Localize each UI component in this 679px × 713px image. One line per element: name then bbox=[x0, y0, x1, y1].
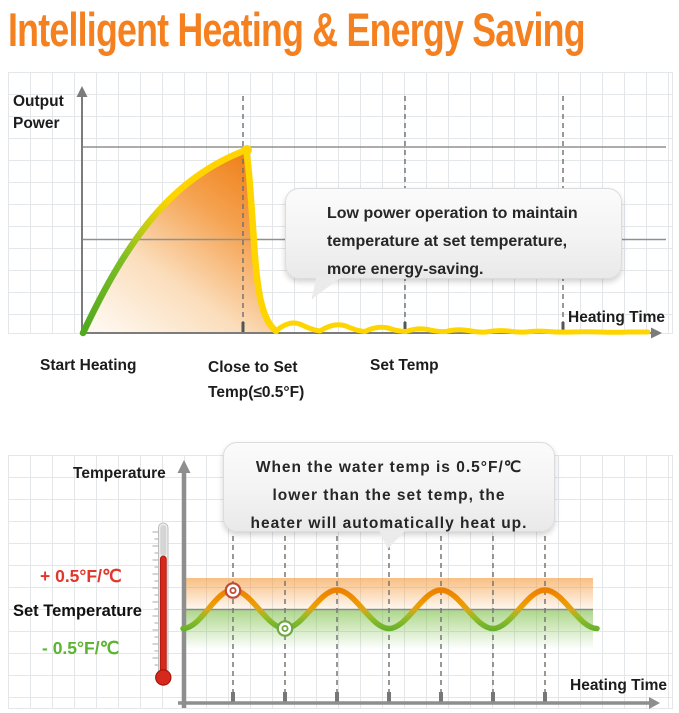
top-y-axis-label: Output Power bbox=[13, 93, 64, 132]
bottom-dashed-guides bbox=[232, 536, 546, 700]
lower-limit-marker bbox=[276, 620, 294, 637]
top-speech-bubble-text: Low power operation to maintain temperat… bbox=[327, 205, 578, 278]
start-heating-label: Start Heating bbox=[40, 357, 137, 374]
page-title: Intelligent Heating & Energy Saving bbox=[8, 3, 586, 56]
top-axis-ticks bbox=[241, 322, 565, 333]
top-x-axis-arrow-icon bbox=[651, 327, 662, 339]
top-y-axis-arrow-icon bbox=[76, 86, 88, 97]
set-temp-label: Set Temp bbox=[370, 357, 439, 374]
minus-half-degree-label: - 0.5°F/℃ bbox=[42, 638, 120, 658]
bottom-y-axis-label: Temperature bbox=[73, 465, 166, 482]
power-curve-peak-tip bbox=[242, 145, 252, 155]
bottom-x-axis-label: Heating Time bbox=[570, 677, 668, 694]
plus-half-degree-label: + 0.5°F/℃ bbox=[40, 566, 122, 586]
bottom-chart bbox=[152, 460, 660, 709]
bottom-axis-ticks bbox=[231, 692, 547, 703]
set-temperature-label: Set Temperature bbox=[13, 602, 142, 620]
close-to-set-temp-label: Close to Set Temp(≤0.5°F) bbox=[208, 359, 305, 401]
temperature-wave bbox=[180, 587, 600, 632]
top-x-axis-label: Heating Time bbox=[568, 309, 666, 326]
power-curve-fill bbox=[83, 150, 276, 333]
power-curve-rising-edge bbox=[79, 146, 250, 337]
top-speech-bubble: Low power operation to maintain temperat… bbox=[285, 188, 622, 279]
bottom-y-axis-arrow-icon bbox=[177, 460, 191, 473]
thermometer-icon bbox=[152, 522, 172, 686]
bottom-x-axis-arrow-icon bbox=[649, 697, 660, 709]
bottom-speech-bubble: When the water temp is 0.5°F/℃ lower tha… bbox=[223, 442, 555, 532]
power-curve-falling-edge bbox=[242, 146, 280, 335]
low-power-ripple bbox=[273, 320, 651, 335]
bottom-speech-bubble-text: When the water temp is 0.5°F/℃ lower tha… bbox=[250, 459, 528, 532]
upper-limit-marker bbox=[224, 582, 242, 599]
